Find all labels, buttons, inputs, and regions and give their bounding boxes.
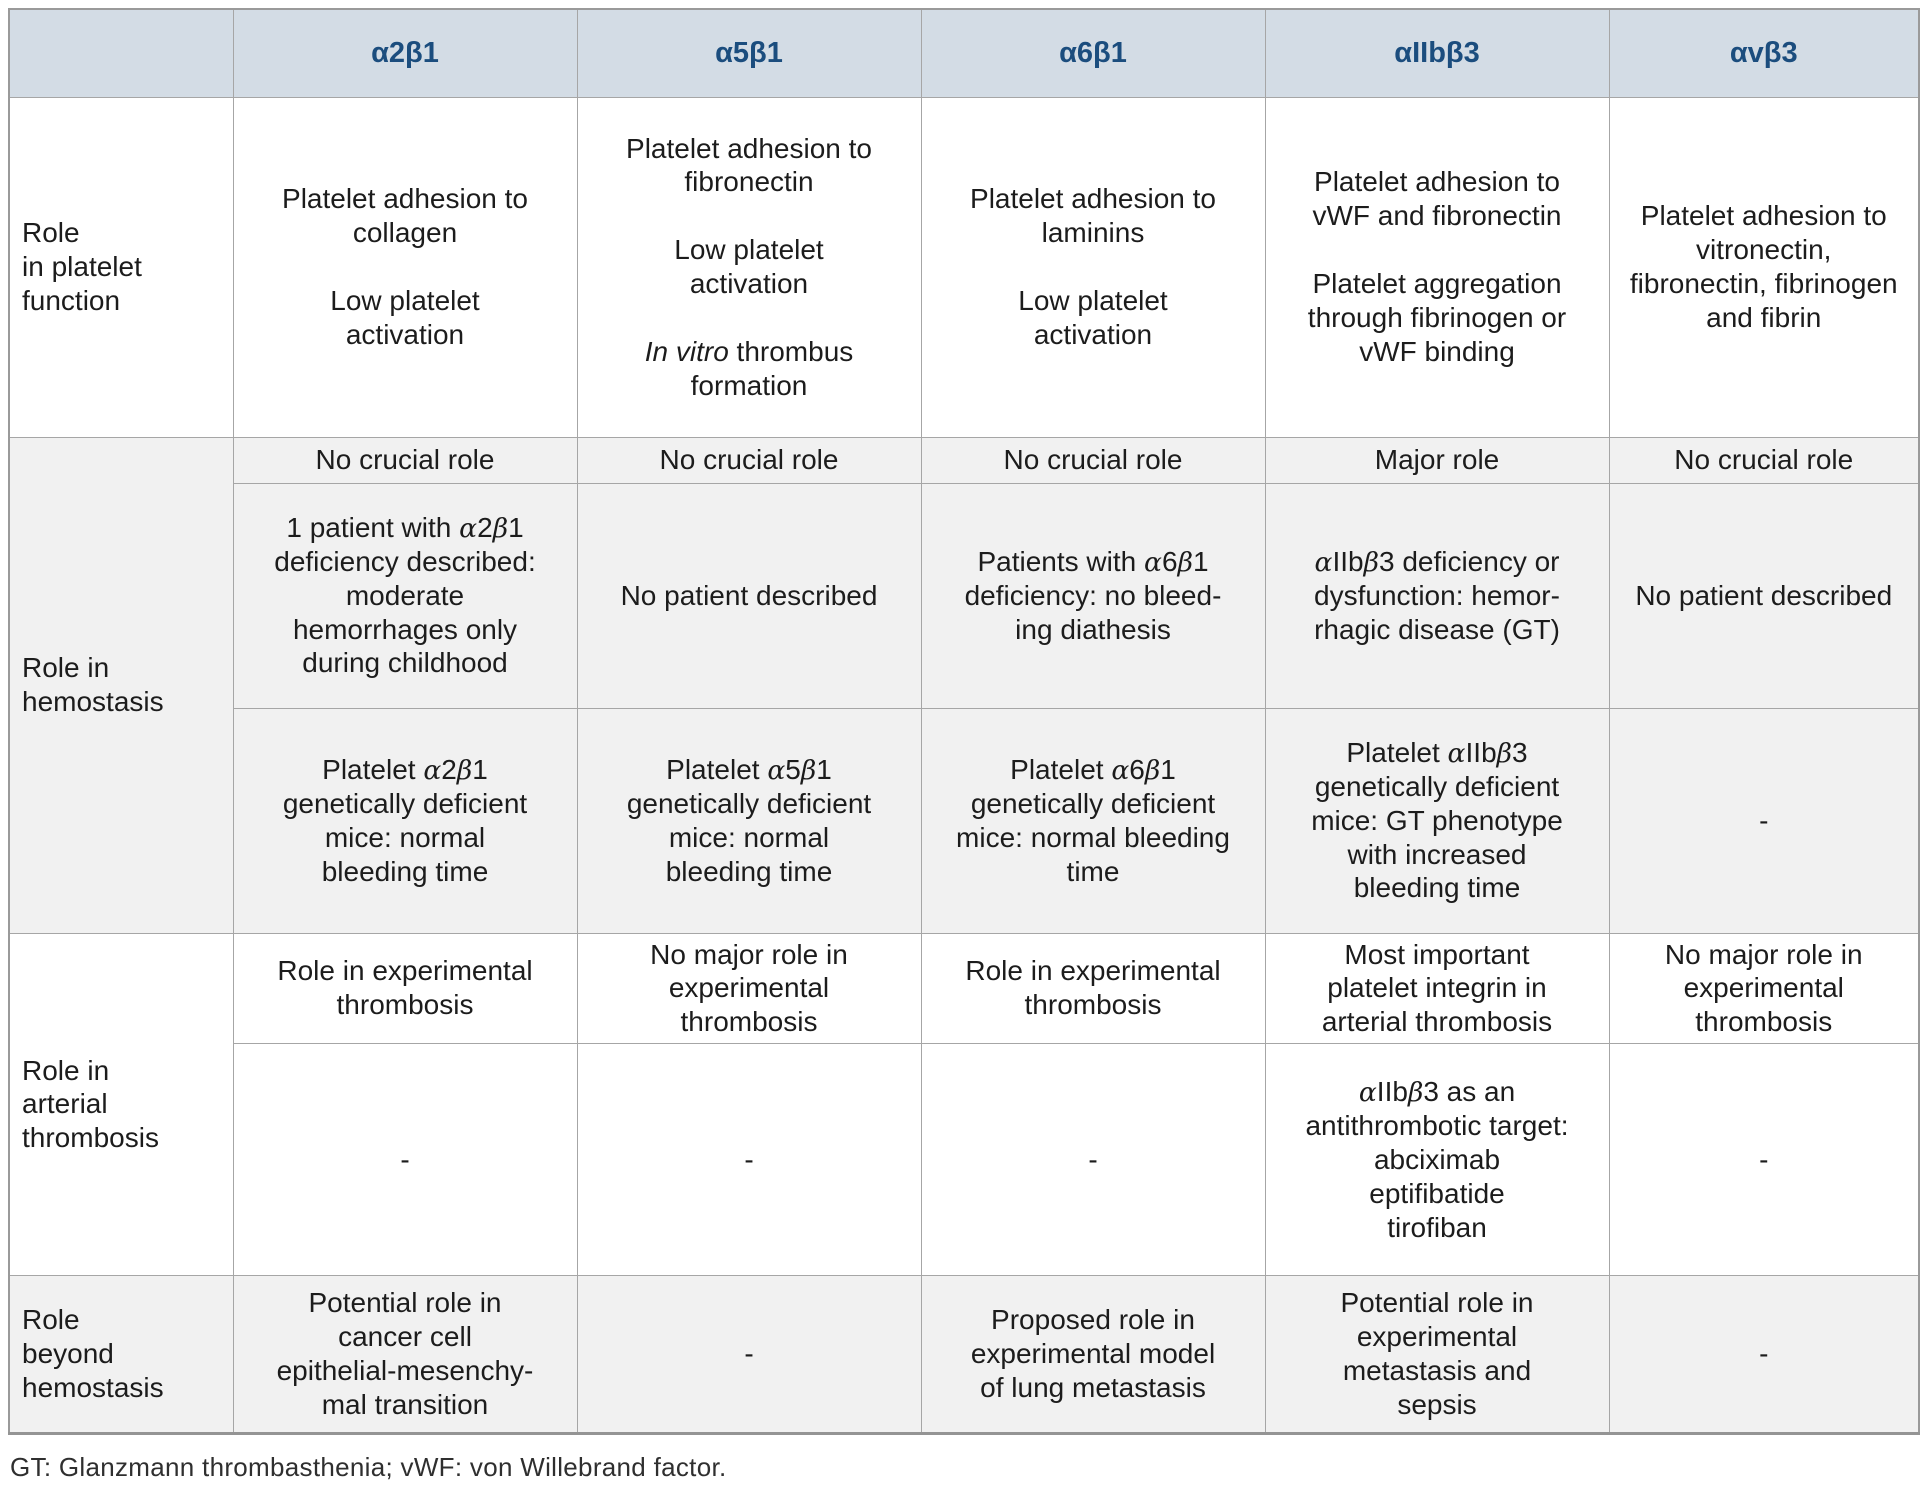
table-cell: No patient described	[576, 482, 922, 709]
table-cell: Role in experimental thrombosis	[920, 932, 1266, 1045]
table-cell: Platelet adhesion to collagen Low platel…	[232, 96, 578, 438]
table-cell: Platelet adhesion to vWF and fibronectin…	[1264, 96, 1610, 438]
table-cell: Platelet α5β1 genetically deficient mice…	[576, 707, 922, 934]
col-header-avb3: αvβ3	[1608, 8, 1920, 98]
header-row: α2β1 α5β1 α6β1 αIIbβ3 αvβ3	[8, 8, 1920, 98]
corner-header	[8, 8, 234, 98]
table-cell: Patients with α6β1 deficiency: no bleed-…	[920, 482, 1266, 709]
section-beyond-hemostasis-row: Role beyond hemostasis Potential role in…	[8, 1275, 1920, 1435]
table-cell: -	[1608, 707, 1920, 934]
table-footnote: GT: Glanzmann thrombasthenia; vWF: von W…	[10, 1452, 727, 1483]
table-cell: No major role in experimental thrombosis	[1608, 932, 1920, 1045]
col-header-a2b1: α2β1	[232, 8, 578, 98]
col-header-a6b1: α6β1	[920, 8, 1266, 98]
table-cell: Platelet adhesion to fibronectin Low pla…	[576, 96, 922, 438]
table-cell: -	[920, 1043, 1266, 1277]
section-hemostasis-row-1: Role in hemostasis No crucial role No cr…	[8, 436, 1920, 934]
section-hemostasis-row-3: Platelet α2β1 genetically deficient mice…	[9, 707, 1920, 934]
table-cell: -	[1608, 1275, 1920, 1435]
table-cell: αIIbβ3 deficiency or dysfunction: hemor-…	[1264, 482, 1610, 709]
table-cell: Potential role in experimental metastasi…	[1264, 1275, 1610, 1435]
section-arterial-row-2: - - - αIIbβ3 as an antithrombotic target…	[9, 1043, 1920, 1277]
row-label-beyond-hemostasis: Role beyond hemostasis	[8, 1275, 234, 1435]
table-cell: Platelet α6β1 genetically deficient mice…	[920, 707, 1266, 934]
table-cell: αIIbβ3 as an antithrombotic target: abci…	[1264, 1043, 1610, 1277]
table-cell: Potential role in cancer cell epithelial…	[232, 1275, 578, 1435]
table-cell: No crucial role	[576, 436, 922, 484]
table-cell: No patient described	[1608, 482, 1920, 709]
table-cell: No crucial role	[232, 436, 578, 484]
table-cell: No major role in experimental thrombosis	[576, 932, 922, 1045]
table-cell: -	[232, 1043, 578, 1277]
section-hemostasis-row-2: 1 patient with α2β1 deficiency described…	[9, 482, 1920, 709]
table-cell: -	[1608, 1043, 1920, 1277]
row-label-platelet-function: Role in platelet function	[8, 96, 234, 438]
table-cell: Platelet adhesion to laminins Low platel…	[920, 96, 1266, 438]
table-cell: Proposed role in experimental model of l…	[920, 1275, 1266, 1435]
table-cell: Major role	[1264, 436, 1610, 484]
table-cell: Platelet α2β1 genetically deficient mice…	[232, 707, 578, 934]
col-header-a5b1: α5β1	[576, 8, 922, 98]
col-header-aIIbb3: αIIbβ3	[1264, 8, 1610, 98]
table-cell: No crucial role	[1608, 436, 1920, 484]
integrin-comparison-table: α2β1 α5β1 α6β1 αIIbβ3 αvβ3 Role in plate…	[8, 8, 1920, 1436]
table-cell: 1 patient with α2β1 deficiency described…	[232, 482, 578, 709]
table-cell: Platelet adhesion to vitronectin, fibron…	[1608, 96, 1920, 438]
table-cell: Most important platelet integrin in arte…	[1264, 932, 1610, 1045]
table-cell: -	[576, 1275, 922, 1435]
section-arterial-row-1: Role in arterial thrombosis Role in expe…	[8, 932, 1920, 1277]
table-cell: Platelet αIIbβ3 genetically deficient mi…	[1264, 707, 1610, 934]
table-cell: -	[576, 1043, 922, 1277]
table-cell: Role in experimental thrombosis	[232, 932, 578, 1045]
row-label-hemostasis: Role in hemostasis	[8, 436, 234, 934]
table-cell: No crucial role	[920, 436, 1266, 484]
row-label-arterial-thrombosis: Role in arterial thrombosis	[8, 932, 234, 1277]
section-platelet-function-row: Role in platelet function Platelet adhes…	[8, 96, 1920, 438]
